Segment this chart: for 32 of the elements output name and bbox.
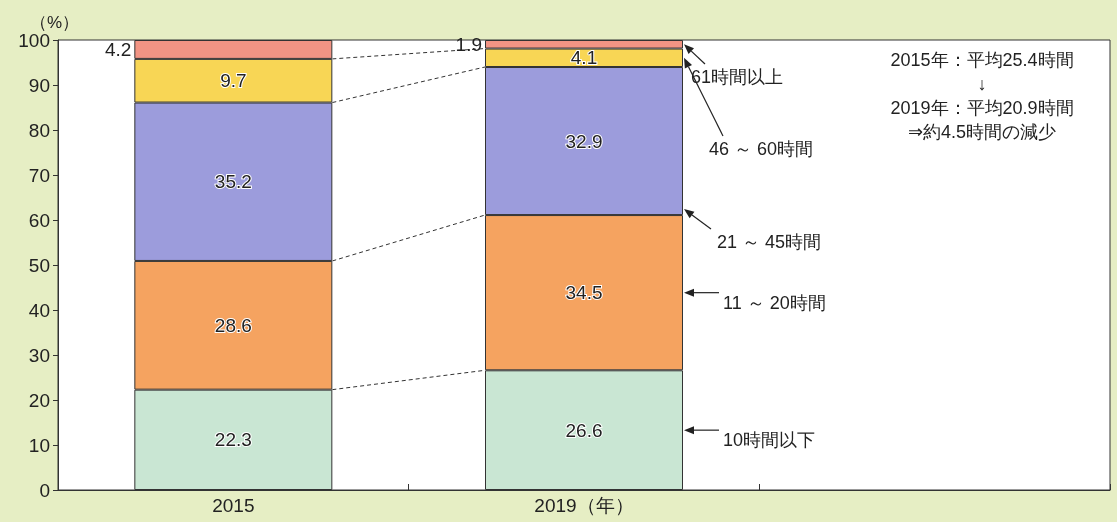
data-label: 1.9 bbox=[455, 33, 482, 55]
data-label: 4.1 bbox=[570, 47, 598, 69]
y-tick-label: 20 bbox=[28, 389, 50, 411]
data-label: 4.2 bbox=[104, 38, 132, 60]
y-tick-label: 10 bbox=[28, 434, 50, 456]
x-tick-label: 2015 bbox=[212, 495, 255, 516]
data-label: 22.3 bbox=[214, 429, 252, 451]
y-tick-label: 60 bbox=[28, 209, 50, 231]
y-tick-label: 40 bbox=[28, 299, 50, 321]
data-label: 28.6 bbox=[214, 314, 252, 336]
y-axis-title: （%） bbox=[30, 12, 80, 32]
data-label: 35.2 bbox=[214, 171, 252, 193]
data-label: 26.6 bbox=[565, 419, 603, 441]
annotation: 2015年：平均25.4時間 bbox=[890, 50, 1074, 70]
data-label: 9.7 bbox=[220, 70, 247, 92]
annotation: ⇒約4.5時間の減少 bbox=[907, 122, 1057, 142]
y-tick-label: 80 bbox=[28, 119, 50, 141]
y-tick-label: 0 bbox=[39, 479, 50, 501]
x-tick-label: 2019（年） bbox=[534, 495, 634, 516]
text: 21 ～ 45時間 bbox=[717, 232, 822, 253]
data-label: 34.5 bbox=[565, 282, 603, 304]
y-tick-label: 70 bbox=[28, 164, 50, 186]
annotation: ↓ bbox=[977, 74, 987, 94]
text: 46 ～ 60時間 bbox=[709, 139, 814, 159]
y-tick-label: 50 bbox=[28, 254, 50, 276]
series-label: 61時間以上 bbox=[691, 67, 784, 87]
y-tick-label: 90 bbox=[28, 74, 50, 96]
text: 11 ～ 20時間 bbox=[723, 292, 826, 313]
text: 10時間以下 bbox=[723, 430, 816, 451]
annotation: 2019年：平均20.9時間 bbox=[890, 98, 1074, 118]
y-tick-label: 30 bbox=[28, 344, 50, 366]
data-label: 32.9 bbox=[565, 130, 603, 152]
